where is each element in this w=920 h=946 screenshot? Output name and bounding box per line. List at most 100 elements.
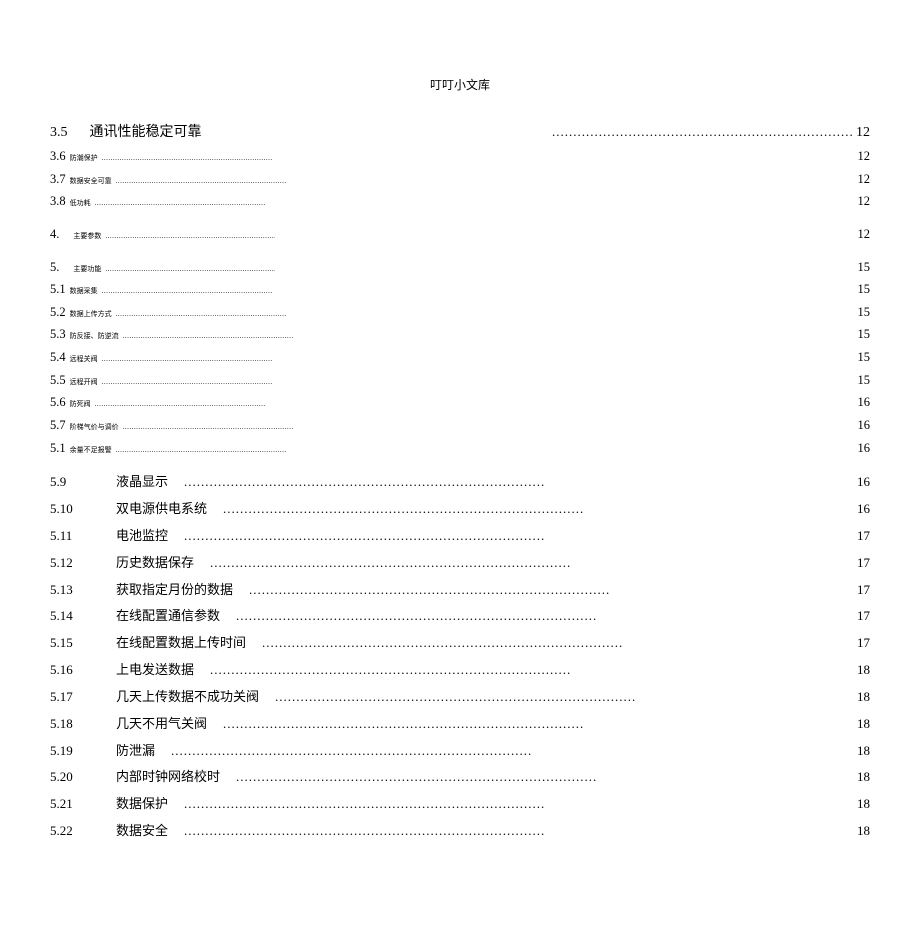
toc-row: 5.22数据安全................................… [50, 822, 870, 841]
toc-leader: ........................................… [262, 634, 622, 653]
toc-title: 阶梯气价与调价 [70, 423, 119, 432]
toc-page: 15 [858, 327, 871, 343]
toc-num: 5.12 [50, 554, 88, 573]
toc-num: 5.21 [50, 795, 88, 814]
toc-leader: ........................................… [236, 768, 596, 787]
toc-num: 5.13 [50, 581, 88, 600]
toc-page: 16 [858, 395, 871, 411]
toc-title: 通讯性能稳定可靠 [90, 121, 202, 141]
toc-num: 5.7 [50, 418, 66, 434]
toc-num: 5.5 [50, 373, 66, 389]
toc-page: 12 [858, 227, 871, 243]
toc-page: 16 [857, 473, 870, 492]
toc-page: 18 [857, 688, 870, 707]
toc-leader: ........................................… [102, 355, 272, 364]
toc-title: 液晶显示 [116, 473, 168, 492]
toc-num: 5.4 [50, 350, 66, 366]
toc-title: 内部时钟网络校时 [116, 768, 220, 787]
toc-page: 15 [858, 282, 871, 298]
document-page: 叮叮小文库 3.5 通讯性能稳定可靠.......................… [0, 0, 920, 946]
toc-row: 5.20 内部时钟网络校时............................… [50, 768, 870, 787]
toc-row: 5.10双电源供电系统.............................… [50, 500, 870, 519]
toc-row: 3.5通讯性能稳定可靠.............................… [50, 121, 870, 141]
toc-page: 15 [858, 305, 871, 321]
toc-page: 18 [857, 661, 870, 680]
toc-row: 5.3防反接、防逆流..............................… [50, 327, 870, 343]
toc-num: 5.17 [50, 688, 88, 707]
toc-page: 12 [858, 194, 871, 210]
toc-title: 上电发送数据 [116, 661, 194, 680]
toc-row: 5.主要功能..................................… [50, 260, 870, 276]
toc-title: 数据保护 [116, 795, 168, 814]
toc-row: 5.1 余量不足报警...............................… [50, 441, 870, 457]
toc-title: 数据安全可靠 [70, 177, 112, 186]
table-of-contents: 3.5 通讯性能稳定可靠.............................… [50, 121, 870, 841]
toc-leader: ........................................… [184, 527, 544, 546]
toc-num: 3.5 [50, 125, 68, 141]
toc-title: 数据安全 [116, 822, 168, 841]
toc-leader: ........................................… [223, 500, 583, 519]
toc-row: 5.2数据上传方式...............................… [50, 305, 870, 321]
toc-leader: ........................................… [184, 473, 544, 492]
toc-num: 3.6 [50, 149, 66, 165]
toc-num: 5.10 [50, 500, 88, 519]
toc-num: 5.1 [50, 441, 66, 457]
toc-row: 5.16上电发送数据..............................… [50, 661, 870, 680]
toc-page: 15 [858, 350, 871, 366]
toc-num: 5.16 [50, 661, 88, 680]
toc-title: 防死阀 [70, 400, 91, 409]
toc-num: 5.18 [50, 715, 88, 734]
toc-num: 5.3 [50, 327, 66, 343]
toc-title: 余量不足报警 [70, 446, 112, 455]
toc-row: 5.18 几天不用气关阀.............................… [50, 715, 870, 734]
toc-row: 5.14在线配置通信参数............................… [50, 607, 870, 626]
toc-title: 历史数据保存 [116, 554, 194, 573]
toc-title: 电池监控 [116, 527, 168, 546]
toc-page: 17 [857, 581, 870, 600]
toc-page: 18 [857, 822, 870, 841]
toc-row: 5.17几天上传数据不成功关阀.........................… [50, 688, 870, 707]
toc-row: 5.6防死阀..................................… [50, 395, 870, 411]
toc-title: 远程开阀 [70, 378, 98, 387]
toc-leader: ........................................… [95, 199, 265, 208]
toc-page: 16 [858, 441, 871, 457]
toc-page: 16 [857, 500, 870, 519]
toc-page: 18 [857, 742, 870, 761]
toc-row: 5.7阶梯气价与调价..............................… [50, 418, 870, 434]
toc-gap [50, 463, 870, 473]
toc-leader: ........................................… [105, 232, 275, 241]
toc-num: 5. [50, 260, 59, 276]
toc-row: 5.4远程关阀.................................… [50, 350, 870, 366]
toc-num: 5.20 [50, 768, 88, 787]
toc-leader: ........................................… [223, 715, 583, 734]
toc-row: 5.19防泄漏.................................… [50, 742, 870, 761]
toc-num: 3.7 [50, 172, 66, 188]
toc-title: 几天上传数据不成功关阀 [116, 688, 259, 707]
toc-leader: ........................................… [116, 446, 286, 455]
toc-row: 5.9 液晶显示.................................… [50, 473, 870, 492]
toc-gap [50, 250, 870, 260]
toc-leader: ........................................… [116, 177, 286, 186]
toc-leader: ........................................… [184, 795, 544, 814]
toc-gap [50, 217, 870, 227]
toc-page: 15 [858, 260, 871, 276]
toc-num: 5.14 [50, 607, 88, 626]
toc-num: 5.1 [50, 282, 66, 298]
toc-num: 5.2 [50, 305, 66, 321]
toc-page: 12 [858, 149, 871, 165]
toc-title: 主要参数 [73, 232, 101, 241]
toc-leader: ........................................… [102, 287, 272, 296]
page-header-title: 叮叮小文库 [50, 76, 870, 93]
toc-title: 获取指定月份的数据 [116, 581, 233, 600]
toc-title: 低功耗 [70, 199, 91, 208]
toc-leader: ........................................… [171, 742, 531, 761]
toc-num: 3.8 [50, 194, 66, 210]
toc-leader: ........................................… [116, 310, 286, 319]
toc-num: 5.22 [50, 822, 88, 841]
toc-row: 5.1数据采集.................................… [50, 282, 870, 298]
toc-row: 5.5远程开阀.................................… [50, 373, 870, 389]
toc-page: 18 [857, 768, 870, 787]
toc-num: 5.9 [50, 473, 88, 492]
toc-title: 几天不用气关阀 [116, 715, 207, 734]
toc-title: 防潮保护 [70, 154, 98, 163]
